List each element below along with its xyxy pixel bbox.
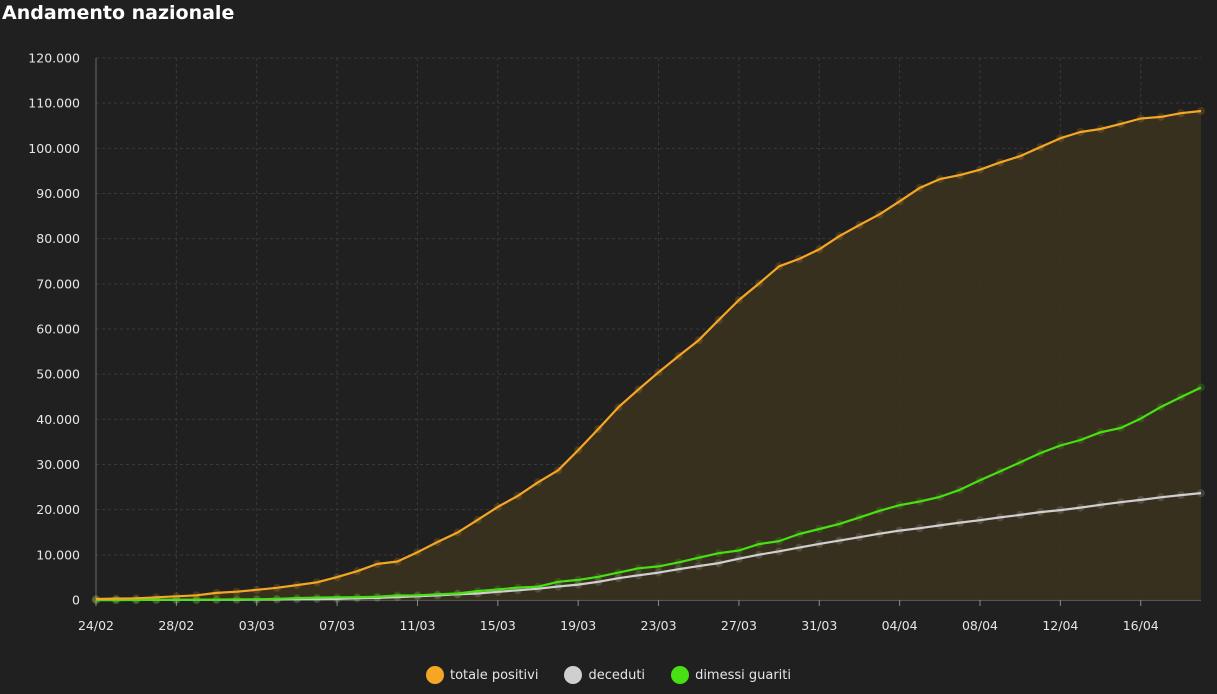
y-tick-label: 40.000 <box>36 412 80 427</box>
legend: totale positivi deceduti dimessi guariti <box>0 660 1217 690</box>
y-tick-label: 110.000 <box>28 96 80 111</box>
tick-labels: 0 10.000 20.000 30.000 40.000 50.000 60.000 70.… <box>28 51 1158 634</box>
line-dimessi-guariti <box>96 386 1202 602</box>
x-tick-label: 24/02 <box>78 618 114 633</box>
x-tick-label: 08/04 <box>962 618 998 633</box>
y-tick-label: 20.000 <box>36 502 80 517</box>
y-tick-label: 90.000 <box>36 186 80 201</box>
x-tick-label: 07/03 <box>319 618 355 633</box>
legend-label-totale-positivi: totale positivi <box>449 667 539 683</box>
legend-swatch-totale-positivi <box>425 666 444 684</box>
y-tick-label: 100.000 <box>28 141 80 156</box>
y-tick-label: 50.000 <box>36 367 80 382</box>
y-tick-label: 10.000 <box>36 547 80 562</box>
y-tick-label: 0 <box>72 593 80 608</box>
x-tick-label: 16/04 <box>1123 618 1159 633</box>
x-tick-label: 04/04 <box>882 618 918 633</box>
legend-item-deceduti[interactable]: deceduti <box>564 666 645 684</box>
x-tick-label: 28/02 <box>158 618 194 633</box>
x-tick-label: 12/04 <box>1042 618 1078 633</box>
y-tick-label: 70.000 <box>36 276 80 291</box>
x-tick-label: 19/03 <box>560 618 596 633</box>
point-dimessi-guariti[interactable] <box>1197 383 1205 392</box>
x-tick-label: 23/03 <box>641 618 677 633</box>
y-tick-label: 80.000 <box>36 231 80 246</box>
line-totale-positivi <box>95 109 1202 601</box>
x-tick-label: 15/03 <box>480 618 516 633</box>
page-title: Andamento nazionale <box>2 2 235 24</box>
x-tick-label: 31/03 <box>801 618 837 633</box>
legend-item-dimessi-guariti[interactable]: dimessi guariti <box>671 666 791 684</box>
national-trend-chart: 0 10.000 20.000 30.000 40.000 50.000 60.000 70.… <box>28 51 1205 634</box>
legend-item-totale-positivi[interactable]: totale positivi <box>425 666 539 684</box>
x-tick-label: 03/03 <box>239 618 275 633</box>
x-tick-label: 27/03 <box>721 618 757 633</box>
x-tick-label: 11/03 <box>399 618 435 633</box>
area-totale-positivi <box>96 111 1201 600</box>
legend-label-dimessi-guariti: dimessi guariti <box>695 667 792 683</box>
legend-swatch-dimessi-guariti <box>671 666 690 684</box>
legend-label-deceduti: deceduti <box>588 667 646 683</box>
legend-swatch-deceduti <box>564 666 583 684</box>
y-tick-label: 30.000 <box>36 457 80 472</box>
y-tick-label: 60.000 <box>36 322 80 337</box>
series <box>92 107 1205 604</box>
y-tick-label: 120.000 <box>28 51 80 66</box>
